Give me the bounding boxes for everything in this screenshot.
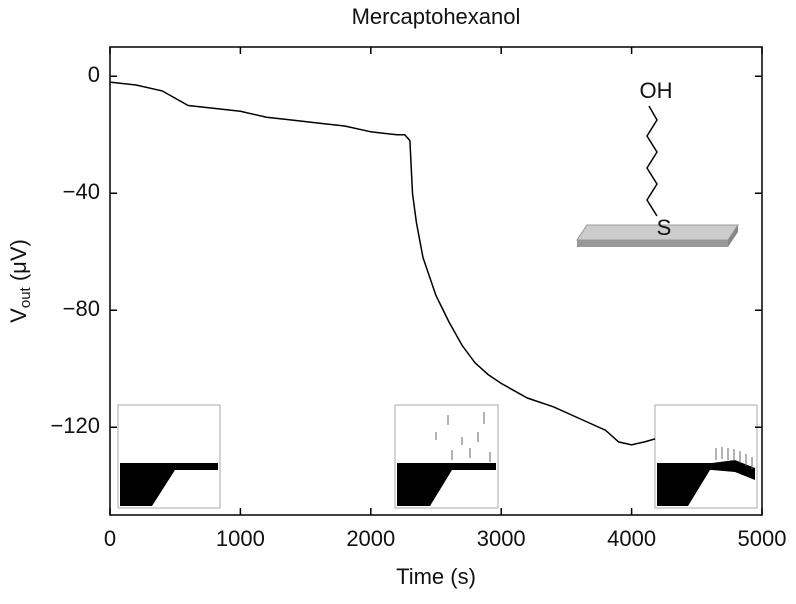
y-label-part: (μV) [6, 239, 31, 287]
annotation: S [657, 215, 672, 240]
molecule: OH S [576, 78, 739, 247]
x-tick-label: 4000 [607, 526, 656, 551]
y-label-part: V [6, 308, 31, 323]
y-tick-label: 0 [88, 62, 100, 87]
y-tick-label: −120 [50, 413, 100, 438]
insets [117, 404, 758, 509]
x-tick-label: 2000 [346, 526, 395, 551]
y-tick-label: −80 [63, 296, 100, 321]
annotation: OH [640, 78, 673, 103]
x-tick-label: 0 [104, 526, 116, 551]
chart-title: Mercaptohexanol [352, 4, 521, 29]
y-axis-label: Vout (μV) [6, 239, 34, 323]
x-tick-label: 5000 [738, 526, 787, 551]
y-label-part: out [17, 286, 34, 308]
y-tick-label: −40 [63, 179, 100, 204]
data-line [109, 81, 656, 446]
plot-frame [109, 46, 763, 516]
x-tick-label: 3000 [477, 526, 526, 551]
x-axis-label: Time (s) [396, 564, 476, 589]
x-tick-label: 1000 [216, 526, 265, 551]
